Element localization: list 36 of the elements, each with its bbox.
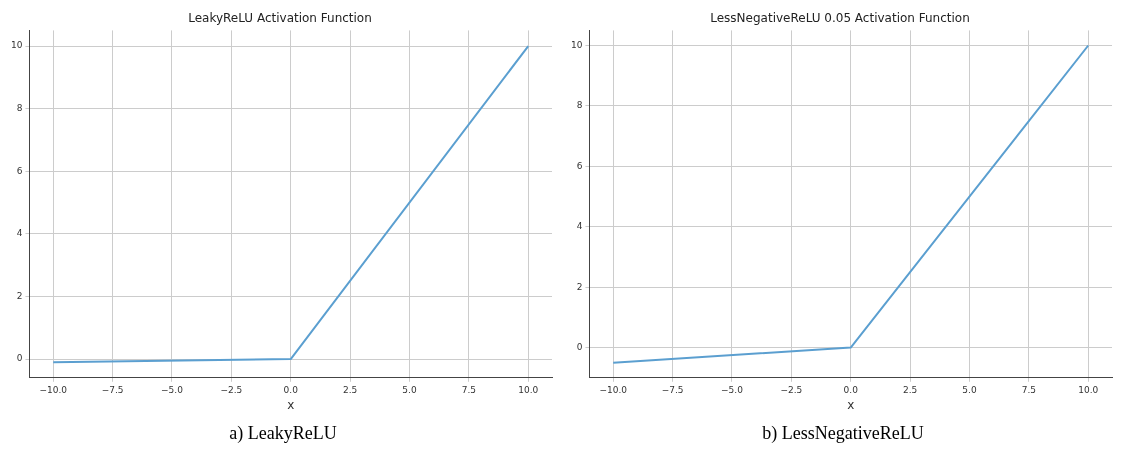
y-tick-label: 4 (576, 221, 583, 232)
x-tick-label: 7.5 (1021, 384, 1037, 395)
x-tick-label: 5.0 (962, 384, 977, 395)
text: b) LessNegativeReLU (761, 423, 925, 444)
x-tick-label: 2.5 (902, 384, 918, 395)
y-tick-label: 8 (576, 100, 583, 111)
x-tick-label: −7.5 (661, 384, 684, 395)
x-tick-label: 5.0 (402, 384, 417, 395)
x-tick-label: 2.5 (342, 384, 358, 395)
x-tick-label: −10.0 (599, 384, 628, 395)
y-tick-label: 6 (16, 165, 23, 176)
x-tick-label: −5.0 (721, 384, 744, 395)
x-tick-label: 10.0 (518, 384, 539, 395)
y-tick-label: 0 (16, 353, 23, 364)
x-tick-label: −5.0 (161, 384, 184, 395)
x-axis-title: x (847, 397, 855, 412)
x-tick-label: −7.5 (101, 384, 124, 395)
x-tick-label: 0.0 (283, 384, 299, 395)
x-tick-label: −10.0 (39, 384, 68, 395)
x-axis-title: x (287, 397, 295, 412)
y-tick-label: 4 (16, 228, 23, 239)
y-tick-label: 6 (576, 160, 583, 171)
y-tick-label: 8 (16, 102, 23, 113)
x-tick-label: 7.5 (461, 384, 477, 395)
y-tick-label: 2 (16, 290, 23, 301)
y-tick-label: 10 (11, 40, 23, 51)
text: a) LeakyReLU (228, 423, 338, 444)
chart-title: LeakyReLU Activation Function (188, 11, 372, 26)
chart-title: LessNegativeReLU 0.05 Activation Function (710, 11, 970, 26)
x-tick-label: −2.5 (780, 384, 803, 395)
x-tick-label: −2.5 (220, 384, 243, 395)
y-tick-label: 0 (576, 341, 583, 352)
y-tick-label: 10 (571, 39, 583, 50)
x-tick-label: 10.0 (1078, 384, 1099, 395)
x-tick-label: 0.0 (843, 384, 859, 395)
y-tick-label: 2 (576, 281, 583, 292)
